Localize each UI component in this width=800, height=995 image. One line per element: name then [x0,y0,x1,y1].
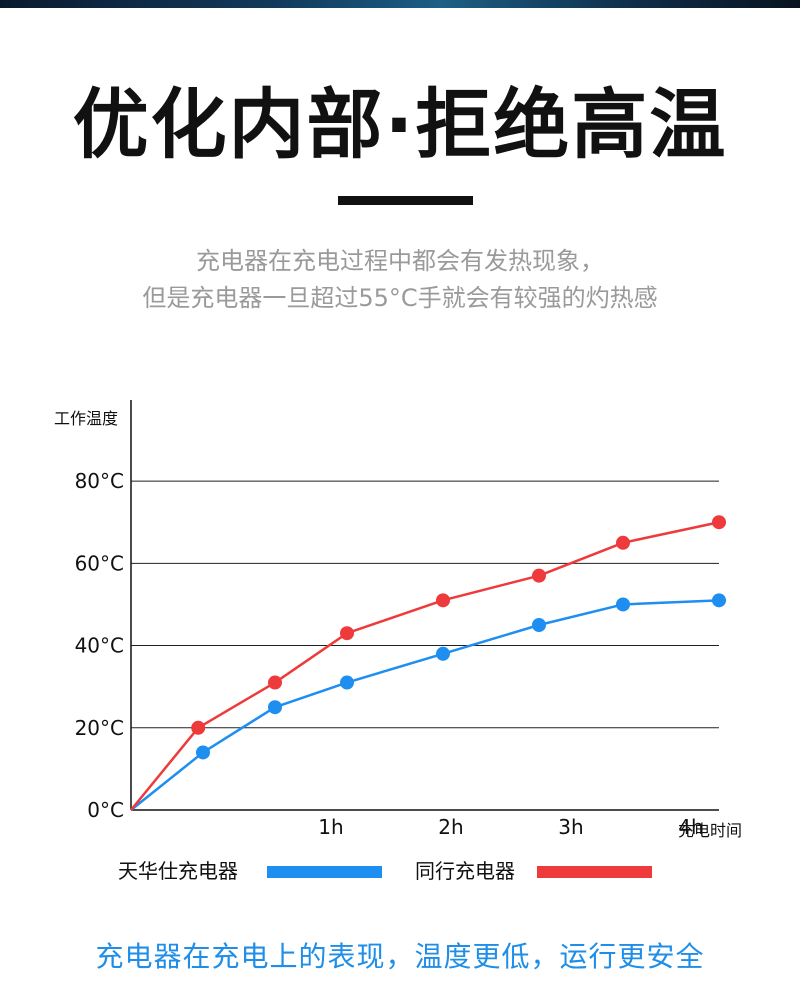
top-banner-strip [0,0,800,8]
subtitle-line-1: 充电器在充电过程中都会有发热现象， [196,247,604,275]
chart-series [130,515,726,811]
data-point [268,675,282,690]
y-tick-labels: 0°C 20°C 40°C 60°C 80°C [75,469,124,822]
data-point [616,597,630,612]
data-point [191,720,206,735]
series-line-1 [130,520,720,811]
data-point [616,535,630,550]
data-point [268,700,282,715]
title-divider [338,196,473,205]
data-point [436,646,450,661]
data-point [340,626,354,641]
data-point [532,568,546,583]
data-point [712,593,726,608]
legend-swatch-competitor [537,866,652,878]
series-line-0 [130,599,720,811]
data-point [712,515,726,530]
y-tick-label: 40°C [75,634,124,658]
subtitle-line-2: 但是充电器一旦超过55°C手就会有较强的灼热感 [142,284,658,312]
legend-swatch-tianhuashi [267,866,382,878]
y-tick-label: 80°C [75,469,124,493]
data-point [532,618,546,632]
x-tick-label: 3h [558,815,583,839]
footer-tagline: 充电器在充电上的表现，温度更低，运行更安全 [95,940,705,973]
legend-label-tianhuashi: 天华仕充电器 [118,859,238,883]
data-point [340,675,354,690]
x-tick-labels: 1h 2h 3h 4h [318,815,703,839]
y-tick-label: 20°C [75,716,124,740]
x-axis-label: 充电时间 [678,821,742,840]
y-tick-label: 60°C [75,551,124,575]
temperature-chart: 工作温度 充电时间 0°C 20°C 40°C 60°C 80°C 1h 2h 3h 4h [54,400,742,840]
x-tick-label: 2h [438,815,463,839]
x-tick-label: 4h [678,815,703,839]
chart-grid [131,480,719,729]
y-axis-label: 工作温度 [54,409,118,428]
legend-label-competitor: 同行充电器 [415,859,515,883]
data-point [436,593,450,608]
x-tick-label: 1h [318,815,343,839]
y-tick-label: 0°C [87,798,124,822]
page-title: 优化内部·拒绝高温 [72,80,728,169]
data-point [196,745,210,760]
